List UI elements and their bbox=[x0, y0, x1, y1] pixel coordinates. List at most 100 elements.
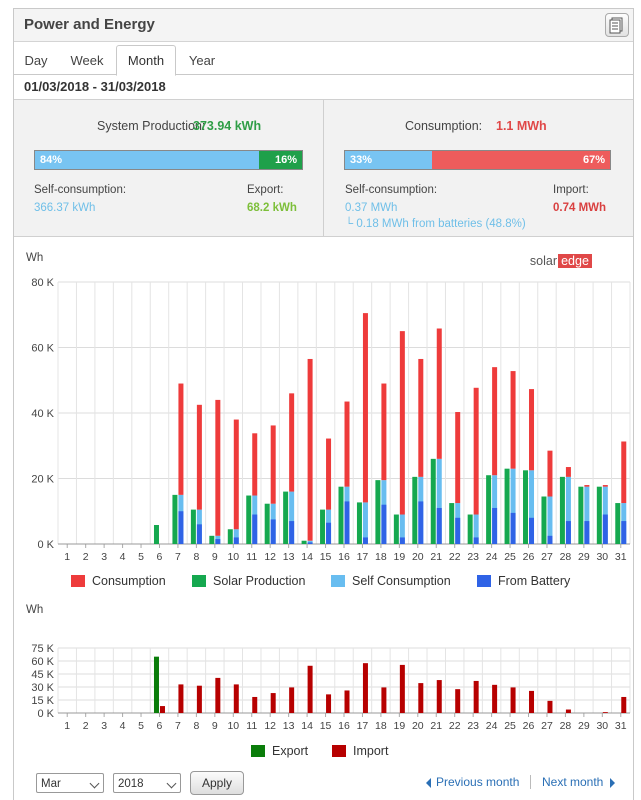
chart1-xtick-label: 12 bbox=[264, 551, 276, 563]
chart2-ytick-label: 75 K bbox=[31, 643, 54, 655]
bar-solar-production bbox=[375, 480, 381, 544]
bar-consumption bbox=[492, 367, 498, 476]
bar-import bbox=[344, 690, 350, 713]
chart1-xtick-label: 20 bbox=[412, 551, 424, 563]
bar-import bbox=[529, 690, 535, 713]
bar-from-battery bbox=[215, 539, 221, 544]
bar-self-consumption bbox=[473, 514, 479, 544]
production-self-value: 366.37 kWh bbox=[34, 202, 96, 214]
chart2-xtick-label: 23 bbox=[467, 720, 479, 732]
chart1-xtick-label: 25 bbox=[504, 551, 516, 563]
chart2-xtick-label: 15 bbox=[320, 720, 332, 732]
brand-logo-badge bbox=[558, 254, 592, 268]
chart1-xtick-label: 29 bbox=[578, 551, 590, 563]
chart2-xtick-label: 12 bbox=[264, 720, 276, 732]
bar-consumption bbox=[307, 358, 313, 541]
bar-solar-production bbox=[246, 495, 252, 544]
consumption-self-segment: 33% bbox=[345, 151, 433, 169]
chart2-ylabel: Wh bbox=[26, 604, 43, 616]
bar-from-battery bbox=[362, 537, 368, 544]
bar-self-consumption bbox=[289, 491, 295, 544]
chart1-xtick-label: 1 bbox=[64, 551, 70, 563]
bar-consumption bbox=[547, 450, 553, 497]
chart1-xtick-label: 6 bbox=[157, 551, 163, 563]
chart1-legend-label: From Battery bbox=[498, 574, 571, 588]
chart1-xtick-label: 22 bbox=[449, 551, 461, 563]
previous-month-link[interactable]: Previous month bbox=[436, 775, 520, 789]
widget-title: Power and Energy bbox=[24, 16, 155, 33]
bar-solar-production bbox=[504, 468, 510, 544]
bar-from-battery bbox=[178, 511, 184, 544]
consumption-value: 1.1 MWh bbox=[496, 119, 547, 133]
consumption-import-value: 0.74 MWh bbox=[553, 202, 607, 214]
bar-import bbox=[565, 709, 571, 713]
year-select-value: 2018 bbox=[118, 778, 144, 790]
chart2-xtick-label: 21 bbox=[430, 720, 442, 732]
chart2-ytick-label: 15 K bbox=[31, 695, 54, 707]
bar-self-consumption bbox=[510, 468, 516, 544]
bar-import bbox=[289, 687, 295, 713]
bar-consumption bbox=[196, 404, 202, 510]
consumption-split-bar: 33% 67% bbox=[344, 150, 611, 170]
chart2-xtick-label: 20 bbox=[412, 720, 424, 732]
production-export-segment: 16% bbox=[259, 151, 302, 169]
next-month-link[interactable]: Next month bbox=[542, 775, 604, 789]
apply-button[interactable]: Apply bbox=[190, 771, 244, 795]
bar-import bbox=[362, 663, 368, 713]
bar-from-battery bbox=[547, 535, 553, 544]
bar-consumption bbox=[252, 433, 258, 496]
chart2-xtick-label: 3 bbox=[101, 720, 107, 732]
bar-from-battery bbox=[565, 521, 571, 544]
chart1-xtick-label: 4 bbox=[120, 551, 126, 563]
bar-consumption bbox=[381, 383, 387, 481]
chart1-xtick-label: 10 bbox=[227, 551, 239, 563]
bar-from-battery bbox=[399, 537, 405, 544]
chevron-right-icon bbox=[610, 778, 615, 788]
bar-from-battery bbox=[252, 514, 258, 544]
bar-self-consumption bbox=[565, 476, 571, 544]
bar-import bbox=[215, 677, 221, 713]
production-value: 373.94 kWh bbox=[193, 119, 262, 133]
summary-divider bbox=[323, 100, 324, 236]
chart2-xtick-label: 19 bbox=[394, 720, 406, 732]
consumption-self-value: 0.37 MWh bbox=[345, 202, 398, 214]
tab-day[interactable]: Day bbox=[24, 53, 48, 68]
month-select[interactable]: Mar bbox=[36, 773, 104, 793]
production-self-segment: 84% bbox=[35, 151, 260, 169]
bar-import bbox=[455, 689, 461, 713]
chart1-legend-label: Consumption bbox=[92, 574, 166, 588]
tab-week[interactable]: Week bbox=[70, 53, 104, 68]
bar-solar-production bbox=[338, 486, 344, 544]
bar-solar-production bbox=[356, 502, 362, 544]
chart2-xtick-label: 30 bbox=[596, 720, 608, 732]
chart1-xtick-label: 2 bbox=[83, 551, 89, 563]
bar-import bbox=[399, 664, 405, 713]
bar-from-battery bbox=[289, 521, 295, 544]
year-select[interactable]: 2018 bbox=[113, 773, 181, 793]
chart2-xtick-label: 18 bbox=[375, 720, 387, 732]
chart2-xtick-label: 11 bbox=[246, 720, 257, 732]
chart1-ytick-label: 20 K bbox=[31, 474, 54, 486]
consumption-self-label: Self-consumption: bbox=[345, 184, 438, 196]
bar-import bbox=[270, 693, 276, 713]
chart2-xtick-label: 17 bbox=[357, 720, 369, 732]
chart1-xtick-label: 14 bbox=[301, 551, 313, 563]
chart1-xtick-label: 16 bbox=[338, 551, 350, 563]
tab-month[interactable]: Month bbox=[116, 45, 176, 76]
chart1-xtick-label: 28 bbox=[560, 551, 572, 563]
report-icon[interactable] bbox=[605, 13, 629, 37]
chart1-xtick-label: 21 bbox=[430, 551, 442, 563]
chart1-ytick-label: 0 K bbox=[37, 539, 54, 551]
chart2-legend-swatch bbox=[251, 745, 265, 757]
period-tabs: Day Week Month Year bbox=[14, 45, 633, 76]
nav-separator bbox=[530, 775, 531, 789]
bar-from-battery bbox=[436, 507, 442, 544]
tab-year[interactable]: Year bbox=[188, 53, 216, 68]
bar-consumption bbox=[602, 485, 608, 487]
bar-solar-production bbox=[449, 503, 455, 544]
chart1-xtick-label: 7 bbox=[175, 551, 181, 563]
chart2-ytick-label: 45 K bbox=[31, 669, 54, 681]
bar-solar-production bbox=[523, 470, 529, 544]
bar-solar-production bbox=[172, 494, 178, 544]
